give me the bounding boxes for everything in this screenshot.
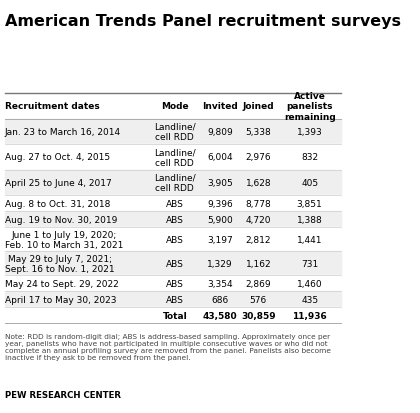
Text: ABS: ABS: [166, 259, 184, 268]
Text: Landline/
cell RDD: Landline/ cell RDD: [154, 122, 196, 142]
Bar: [5, 275, 341, 292]
Bar: [5, 252, 341, 275]
Text: 5,900: 5,900: [207, 215, 233, 224]
Bar: [5, 292, 341, 307]
Text: 1,393: 1,393: [297, 128, 323, 136]
Text: 576: 576: [249, 295, 267, 304]
Text: 30,859: 30,859: [241, 311, 276, 320]
Text: Aug. 27 to Oct. 4, 2015: Aug. 27 to Oct. 4, 2015: [5, 153, 110, 162]
Bar: [5, 196, 341, 212]
Text: 405: 405: [301, 178, 318, 188]
Text: April 17 to May 30, 2023: April 17 to May 30, 2023: [5, 295, 116, 304]
Text: Mode: Mode: [161, 102, 189, 111]
Text: 1,388: 1,388: [297, 215, 323, 224]
Text: April 25 to June 4, 2017: April 25 to June 4, 2017: [5, 178, 112, 188]
Text: Aug. 8 to Oct. 31, 2018: Aug. 8 to Oct. 31, 2018: [5, 199, 110, 208]
Text: 832: 832: [301, 153, 318, 162]
Text: 8,778: 8,778: [245, 199, 271, 208]
Text: 4,720: 4,720: [246, 215, 271, 224]
Text: May 29 to July 7, 2021;
Sept. 16 to Nov. 1, 2021: May 29 to July 7, 2021; Sept. 16 to Nov.…: [5, 254, 114, 273]
Text: 1,460: 1,460: [297, 279, 323, 288]
Text: 1,162: 1,162: [245, 259, 271, 268]
Bar: [5, 170, 341, 196]
Text: 1,628: 1,628: [245, 178, 271, 188]
Bar: [5, 228, 341, 252]
Bar: [5, 119, 341, 145]
Bar: [5, 307, 341, 323]
Text: Active
panelists
remaining: Active panelists remaining: [284, 92, 336, 121]
Text: ABS: ABS: [166, 215, 184, 224]
Text: 435: 435: [301, 295, 318, 304]
Text: Jan. 23 to March 16, 2014: Jan. 23 to March 16, 2014: [5, 128, 121, 136]
Bar: [5, 212, 341, 228]
Text: Invited: Invited: [202, 102, 238, 111]
Text: Joined: Joined: [242, 102, 274, 111]
Text: 3,354: 3,354: [207, 279, 233, 288]
Text: 1,329: 1,329: [207, 259, 233, 268]
Text: 3,905: 3,905: [207, 178, 233, 188]
Text: May 24 to Sept. 29, 2022: May 24 to Sept. 29, 2022: [5, 279, 118, 288]
Text: Landline/
cell RDD: Landline/ cell RDD: [154, 148, 196, 167]
Text: 6,004: 6,004: [207, 153, 233, 162]
Text: 9,396: 9,396: [207, 199, 233, 208]
Text: Note: RDD is random-digit dial; ABS is address-based sampling. Approximately onc: Note: RDD is random-digit dial; ABS is a…: [5, 334, 331, 361]
Text: Recruitment dates: Recruitment dates: [5, 102, 100, 111]
Text: 686: 686: [212, 295, 229, 304]
Text: 731: 731: [301, 259, 318, 268]
Text: Landline/
cell RDD: Landline/ cell RDD: [154, 173, 196, 193]
Text: PEW RESEARCH CENTER: PEW RESEARCH CENTER: [5, 390, 121, 399]
Text: Aug. 19 to Nov. 30, 2019: Aug. 19 to Nov. 30, 2019: [5, 215, 117, 224]
Text: 3,851: 3,851: [297, 199, 323, 208]
Bar: [5, 145, 341, 170]
Text: 5,338: 5,338: [245, 128, 271, 136]
Text: 3,197: 3,197: [207, 235, 233, 244]
Text: Total: Total: [163, 311, 187, 320]
Text: 43,580: 43,580: [203, 311, 237, 320]
Text: 1,441: 1,441: [297, 235, 323, 244]
Text: 9,809: 9,809: [207, 128, 233, 136]
Text: 2,976: 2,976: [245, 153, 271, 162]
Text: 2,869: 2,869: [245, 279, 271, 288]
Text: 2,812: 2,812: [246, 235, 271, 244]
Text: 11,936: 11,936: [292, 311, 327, 320]
Text: ABS: ABS: [166, 295, 184, 304]
Text: ABS: ABS: [166, 199, 184, 208]
Text: American Trends Panel recruitment surveys: American Trends Panel recruitment survey…: [5, 14, 401, 28]
Text: ABS: ABS: [166, 279, 184, 288]
Text: June 1 to July 19, 2020;
Feb. 10 to March 31, 2021: June 1 to July 19, 2020; Feb. 10 to Marc…: [5, 230, 123, 249]
Text: ABS: ABS: [166, 235, 184, 244]
Bar: [5, 94, 341, 119]
